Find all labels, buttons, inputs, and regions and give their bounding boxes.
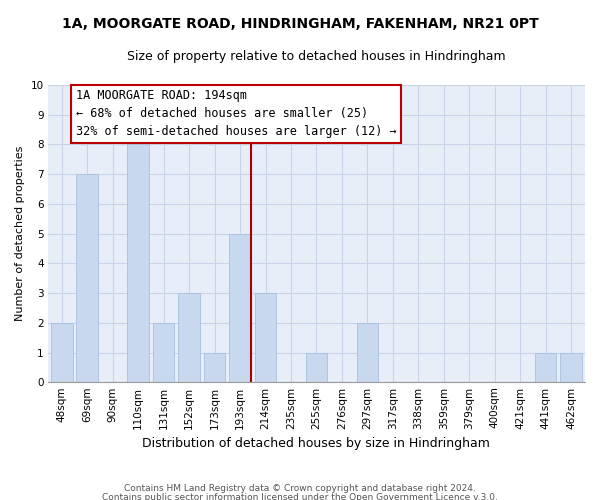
Bar [254, 293, 277, 382]
Bar [229, 234, 251, 382]
Text: 1A, MOORGATE ROAD, HINDRINGHAM, FAKENHAM, NR21 0PT: 1A, MOORGATE ROAD, HINDRINGHAM, FAKENHAM… [62, 18, 538, 32]
Text: Contains HM Land Registry data © Crown copyright and database right 2024.: Contains HM Land Registry data © Crown c… [124, 484, 476, 493]
Y-axis label: Number of detached properties: Number of detached properties [15, 146, 25, 322]
Bar [535, 352, 556, 382]
Bar [127, 144, 149, 382]
Title: Size of property relative to detached houses in Hindringham: Size of property relative to detached ho… [127, 50, 506, 63]
Bar [560, 352, 582, 382]
Text: 1A MOORGATE ROAD: 194sqm
← 68% of detached houses are smaller (25)
32% of semi-d: 1A MOORGATE ROAD: 194sqm ← 68% of detach… [76, 90, 397, 138]
Bar [204, 352, 226, 382]
Bar [178, 293, 200, 382]
X-axis label: Distribution of detached houses by size in Hindringham: Distribution of detached houses by size … [142, 437, 490, 450]
Bar [305, 352, 327, 382]
Bar [76, 174, 98, 382]
Bar [153, 323, 175, 382]
Bar [51, 323, 73, 382]
Bar [356, 323, 378, 382]
Text: Contains public sector information licensed under the Open Government Licence v.: Contains public sector information licen… [102, 493, 498, 500]
